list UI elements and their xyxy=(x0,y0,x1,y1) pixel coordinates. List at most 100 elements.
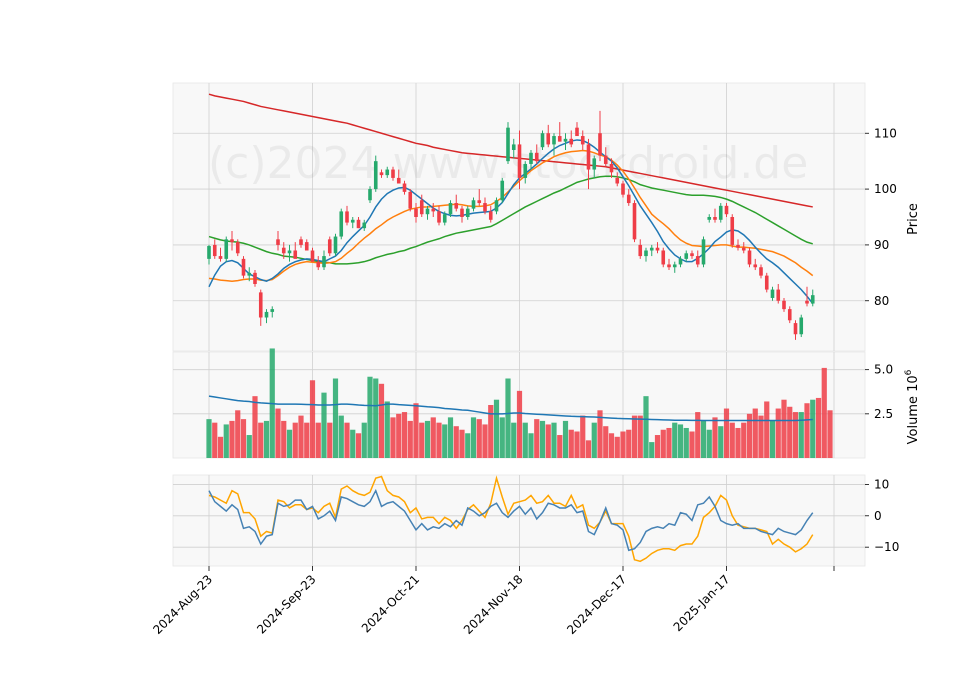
candle-body xyxy=(586,144,591,170)
price-axis-label: Price xyxy=(906,203,921,235)
candle-body xyxy=(207,246,211,259)
candle-body xyxy=(701,239,706,265)
volume-bar xyxy=(580,415,586,458)
candle-body xyxy=(477,200,482,204)
volume-axis-label: Volume 106 xyxy=(904,369,921,444)
volume-bar xyxy=(424,420,431,458)
candle-body xyxy=(517,144,522,178)
candle-body xyxy=(264,311,269,318)
candle-body xyxy=(241,258,246,276)
candle-body xyxy=(563,138,568,142)
candle-body xyxy=(506,127,510,162)
candle-body xyxy=(695,256,700,265)
volume-bar xyxy=(488,405,494,458)
candle-body xyxy=(224,239,229,259)
volume-bar xyxy=(304,422,310,458)
volume-bar xyxy=(419,422,425,458)
candle-body xyxy=(724,205,729,215)
volume-bar xyxy=(649,442,655,458)
candle-body xyxy=(684,253,689,259)
candle-body xyxy=(615,177,620,184)
volume-bar xyxy=(643,396,649,458)
candle-body xyxy=(253,272,257,284)
candle-body xyxy=(638,244,643,257)
candle-body xyxy=(345,211,349,223)
candle-body xyxy=(557,136,562,142)
volume-bar xyxy=(453,426,459,458)
candle-body xyxy=(276,239,280,245)
candle-body xyxy=(592,158,597,170)
osc-panel-background xyxy=(172,474,866,567)
volume-bar xyxy=(683,427,689,458)
candle-body xyxy=(414,208,418,217)
volume-bar xyxy=(482,424,488,458)
candle-body xyxy=(350,219,355,223)
x-tick-label: 2024-Oct-21 xyxy=(359,572,422,635)
candle-body xyxy=(787,309,792,321)
volume-bar xyxy=(603,426,609,458)
volume-bar xyxy=(511,422,517,458)
candle-body xyxy=(494,200,499,212)
volume-bar xyxy=(350,429,356,458)
volume-bar xyxy=(562,420,569,458)
volume-bar xyxy=(660,429,666,458)
candle-body xyxy=(218,256,223,259)
volume-bar xyxy=(240,419,247,458)
candle-body xyxy=(713,217,717,220)
volume-bar xyxy=(275,408,281,458)
volume-bar xyxy=(281,420,287,458)
volume-bar xyxy=(396,413,402,458)
candle-body xyxy=(782,300,786,310)
osc-ytick-label: 10 xyxy=(874,477,889,491)
volume-panel: 2.5 5.0 Volume 106 xyxy=(172,348,921,459)
candle-body xyxy=(402,183,407,192)
volume-bar xyxy=(735,427,741,458)
volume-bar xyxy=(528,433,534,458)
volume-bar xyxy=(436,422,442,458)
candle-body xyxy=(598,133,602,156)
volume-bar xyxy=(252,396,258,458)
volume-bar xyxy=(585,440,592,458)
candle-body xyxy=(678,258,683,265)
volume-bar xyxy=(677,424,684,458)
volume-bar xyxy=(229,420,235,458)
x-tick-label: 2024-Dec-17 xyxy=(564,572,629,637)
candle-body xyxy=(540,133,545,148)
volume-bar xyxy=(654,435,661,458)
volume-bar xyxy=(568,429,574,458)
candle-body xyxy=(454,203,459,209)
candle-body xyxy=(333,236,338,254)
candle-body xyxy=(736,244,740,248)
candle-body xyxy=(339,211,344,237)
volume-bar xyxy=(286,429,293,458)
candle-body xyxy=(810,295,815,304)
candle-body xyxy=(442,214,447,223)
volume-bar xyxy=(804,403,810,458)
candle-body xyxy=(356,219,361,229)
candle-body xyxy=(373,161,378,190)
candle-body xyxy=(609,163,614,173)
candle-body xyxy=(419,200,424,215)
x-tick-label: 2024-Sep-23 xyxy=(254,572,318,636)
volume-bar xyxy=(413,403,419,458)
candle-body xyxy=(460,208,464,217)
volume-bar xyxy=(534,419,540,458)
volume-bar xyxy=(810,399,816,458)
candle-body xyxy=(408,191,413,209)
volume-bar xyxy=(367,376,373,458)
candle-body xyxy=(396,177,401,184)
ma-longest-line xyxy=(208,93,813,208)
oscillator-panel: −10 0 10 xyxy=(172,474,899,567)
candle-body xyxy=(425,208,430,215)
volume-bar xyxy=(775,408,781,458)
volume-bar xyxy=(465,433,471,458)
candle-body xyxy=(391,169,395,178)
x-axis: 2024-Aug-23 2024-Sep-23 2024-Oct-21 2024-No… xyxy=(150,566,835,637)
volume-bar xyxy=(212,422,218,458)
candle-body xyxy=(310,250,315,262)
candle-body xyxy=(385,169,390,176)
volume-bar xyxy=(493,399,500,458)
volume-bar xyxy=(620,431,626,458)
candle-body xyxy=(316,261,321,268)
volume-bar xyxy=(321,392,327,458)
